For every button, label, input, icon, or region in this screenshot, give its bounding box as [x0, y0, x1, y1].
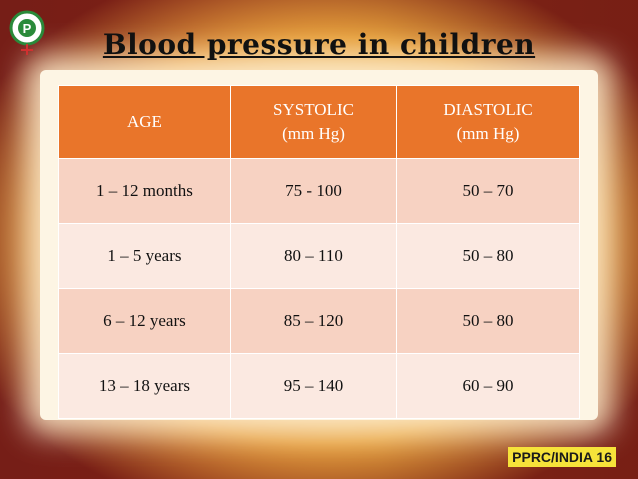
footer-text: PPRC/INDIA [512, 449, 593, 465]
table-cell: 50 – 80 [396, 288, 580, 354]
table-row: 1 – 5 years 80 – 110 50 – 80 [58, 223, 580, 289]
table-cell: 75 - 100 [229, 158, 398, 224]
table-cell: 80 – 110 [229, 223, 398, 289]
column-header: AGE [58, 85, 231, 159]
table-cell: 6 – 12 years [58, 288, 231, 354]
table-cell: 95 – 140 [229, 353, 398, 419]
footer: PPRC/INDIA 16 [508, 447, 616, 467]
table-cell: 60 – 90 [396, 353, 580, 419]
table-row: 1 – 12 months 75 - 100 50 – 70 [58, 158, 580, 224]
header-text: SYSTOLIC [273, 100, 354, 119]
table-cell: 50 – 70 [396, 158, 580, 224]
table-row: 13 – 18 years 95 – 140 60 – 90 [58, 353, 580, 419]
svg-text:P: P [23, 21, 32, 36]
column-header: DIASTOLIC (mm Hg) [396, 85, 580, 159]
bp-table: AGE SYSTOLIC (mm Hg) DIASTOLIC (mm Hg) 1 – 1… [58, 85, 580, 419]
header-text: (mm Hg) [456, 124, 520, 143]
header-text: DIASTOLIC [443, 100, 533, 119]
table-cell: 13 – 18 years [58, 353, 231, 419]
page-number: 16 [596, 449, 612, 465]
table-row: 6 – 12 years 85 – 120 50 – 80 [58, 288, 580, 354]
header-text: AGE [126, 112, 162, 131]
column-header: SYSTOLIC (mm Hg) [229, 85, 398, 159]
slide-title: Blood pressure in children [102, 28, 536, 61]
table-cell: 85 – 120 [229, 288, 398, 354]
table-cell: 1 – 5 years [58, 223, 231, 289]
header-text: (mm Hg) [282, 124, 345, 143]
table-cell: 50 – 80 [396, 223, 580, 289]
table-cell: 1 – 12 months [58, 158, 231, 224]
header-row: AGE SYSTOLIC (mm Hg) DIASTOLIC (mm Hg) [58, 85, 580, 159]
logo: P [9, 10, 45, 55]
